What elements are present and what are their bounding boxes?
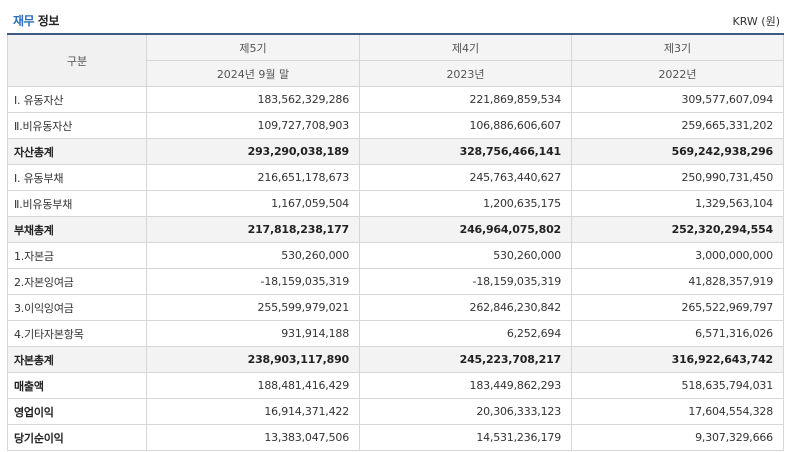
table-row: 매출액 188,481,416,429 183,449,862,293 518,635… xyxy=(7,372,784,399)
table-row: Ⅱ.비유동부채 1,167,059,504 1,200,635,175 1,329,5… xyxy=(7,190,784,217)
section-title: 재무 정보 xyxy=(13,12,59,29)
value-cell: 6,571,316,026 xyxy=(571,320,784,347)
date-header: 2023년 xyxy=(359,60,572,87)
value-cell: 14,531,236,179 xyxy=(359,424,572,451)
header-row-periods: 구분 제5기 제4기 제3기 xyxy=(7,33,784,87)
value-cell: 183,449,862,293 xyxy=(359,372,572,399)
row-label: 당기순이익 xyxy=(7,424,147,451)
value-cell: 1,200,635,175 xyxy=(359,190,572,217)
table-row: 1.자본금 530,260,000 530,260,000 3,000,000,000 xyxy=(7,242,784,269)
date-header: 2024년 9월 말 xyxy=(146,60,360,87)
value-cell: -18,159,035,319 xyxy=(359,268,572,295)
row-label: 1.자본금 xyxy=(7,242,147,269)
value-cell: 262,846,230,842 xyxy=(359,294,572,321)
section-title-rest: 정보 xyxy=(37,14,60,28)
value-cell: 245,223,708,217 xyxy=(359,346,572,373)
value-cell: 20,306,333,123 xyxy=(359,398,572,425)
row-label: 3.이익잉여금 xyxy=(7,294,147,321)
table-row: Ⅱ.비유동자산 109,727,708,903 106,886,606,607 259… xyxy=(7,112,784,139)
value-cell: 41,828,357,919 xyxy=(571,268,784,295)
value-cell: 217,818,238,177 xyxy=(146,216,360,243)
value-cell: 106,886,606,607 xyxy=(359,112,572,139)
row-label: 자본총계 xyxy=(7,346,147,373)
section-title-accent: 재무 xyxy=(13,14,35,28)
row-label: 매출액 xyxy=(7,372,147,399)
row-label: 자산총계 xyxy=(7,138,147,165)
table-row: 4.기타자본항목 931,914,188 6,252,694 6,571,316,02… xyxy=(7,320,784,347)
value-cell: 259,665,331,202 xyxy=(571,112,784,139)
date-header: 2022년 xyxy=(571,60,784,87)
value-cell: 252,320,294,554 xyxy=(571,216,784,243)
section-header: 재무 정보 KRW (원) xyxy=(7,10,782,30)
table-head: 구분 제5기 제4기 제3기 2024년 9월 말 2023년 2022년 xyxy=(7,33,784,87)
value-cell: 1,167,059,504 xyxy=(146,190,360,217)
value-cell: 530,260,000 xyxy=(146,242,360,269)
value-cell: 183,562,329,286 xyxy=(146,86,360,113)
table-row: 당기순이익 13,383,047,506 14,531,236,179 9,307,3… xyxy=(7,424,784,451)
value-cell: 13,383,047,506 xyxy=(146,424,360,451)
value-cell: 1,329,563,104 xyxy=(571,190,784,217)
value-cell: 265,522,969,797 xyxy=(571,294,784,321)
value-cell: 109,727,708,903 xyxy=(146,112,360,139)
financial-table: 구분 제5기 제4기 제3기 2024년 9월 말 2023년 2022년 Ⅰ.… xyxy=(7,33,784,451)
value-cell: 216,651,178,673 xyxy=(146,164,360,191)
value-cell: 188,481,416,429 xyxy=(146,372,360,399)
period-header: 제4기 xyxy=(359,33,572,61)
table-row: 3.이익잉여금 255,599,979,021 262,846,230,842 265… xyxy=(7,294,784,321)
table-row: 2.자본잉여금 -18,159,035,319 -18,159,035,319 41,… xyxy=(7,268,784,295)
value-cell: 3,000,000,000 xyxy=(571,242,784,269)
period-header: 제5기 xyxy=(146,33,360,61)
row-label: Ⅱ.비유동자산 xyxy=(7,112,147,139)
value-cell: 931,914,188 xyxy=(146,320,360,347)
table-row: 영업이익 16,914,371,422 20,306,333,123 17,604,5… xyxy=(7,398,784,425)
table-body: Ⅰ. 유동자산 183,562,329,286 221,869,859,534 309… xyxy=(7,86,784,451)
row-label: Ⅰ. 유동부채 xyxy=(7,164,147,191)
value-cell: 255,599,979,021 xyxy=(146,294,360,321)
value-cell: 9,307,329,666 xyxy=(571,424,784,451)
header-row-dates: 2024년 9월 말 2023년 2022년 xyxy=(8,60,784,87)
value-cell: 221,869,859,534 xyxy=(359,86,572,113)
row-label: 4.기타자본항목 xyxy=(7,320,147,347)
value-cell: 309,577,607,094 xyxy=(571,86,784,113)
row-label: 부채총계 xyxy=(7,216,147,243)
table-row: 자본총계 238,903,117,890 245,223,708,217 316,92… xyxy=(7,346,784,373)
value-cell: 530,260,000 xyxy=(359,242,572,269)
value-cell: 238,903,117,890 xyxy=(146,346,360,373)
period-header: 제3기 xyxy=(571,33,784,61)
value-cell: 328,756,466,141 xyxy=(359,138,572,165)
table-row: Ⅰ. 유동자산 183,562,329,286 221,869,859,534 309… xyxy=(7,86,784,113)
value-cell: 246,964,075,802 xyxy=(359,216,572,243)
table-row: 부채총계 217,818,238,177 246,964,075,802 252,32… xyxy=(7,216,784,243)
value-cell: 316,922,643,742 xyxy=(571,346,784,373)
value-cell: 293,290,038,189 xyxy=(146,138,360,165)
row-label: Ⅱ.비유동부채 xyxy=(7,190,147,217)
corner-header: 구분 xyxy=(7,33,147,87)
row-label: Ⅰ. 유동자산 xyxy=(7,86,147,113)
table-row: 자산총계 293,290,038,189 328,756,466,141 569,24… xyxy=(7,138,784,165)
value-cell: 16,914,371,422 xyxy=(146,398,360,425)
value-cell: -18,159,035,319 xyxy=(146,268,360,295)
value-cell: 6,252,694 xyxy=(359,320,572,347)
value-cell: 569,242,938,296 xyxy=(571,138,784,165)
row-label: 2.자본잉여금 xyxy=(7,268,147,295)
row-label: 영업이익 xyxy=(7,398,147,425)
value-cell: 250,990,731,450 xyxy=(571,164,784,191)
value-cell: 245,763,440,627 xyxy=(359,164,572,191)
value-cell: 17,604,554,328 xyxy=(571,398,784,425)
currency-unit: KRW (원) xyxy=(732,15,781,28)
table-row: Ⅰ. 유동부채 216,651,178,673 245,763,440,627 250… xyxy=(7,164,784,191)
value-cell: 518,635,794,031 xyxy=(571,372,784,399)
